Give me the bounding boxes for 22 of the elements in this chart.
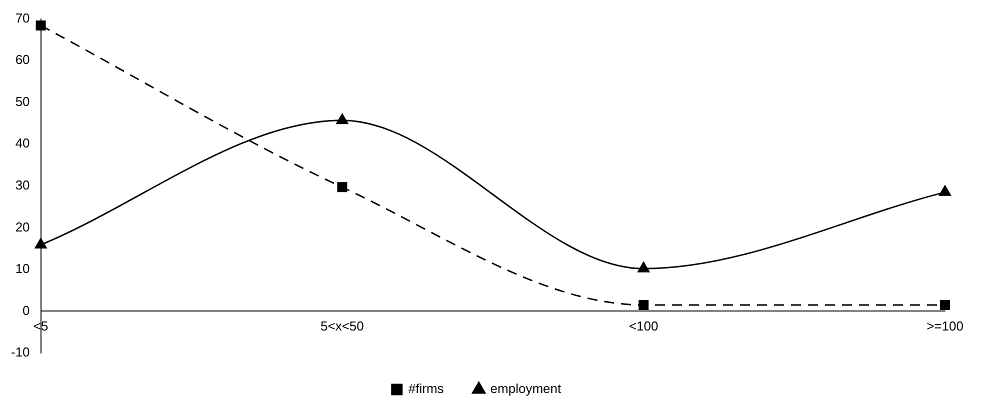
y-tick-label: 70 <box>15 10 30 26</box>
y-tick-label: 30 <box>15 177 30 192</box>
x-tick-label: 5<x<50 <box>320 318 364 334</box>
point <box>638 262 650 272</box>
legend-label: #firms <box>408 381 444 396</box>
x-tick-label: <100 <box>628 318 658 334</box>
point <box>36 20 46 30</box>
point <box>34 238 47 249</box>
x-tick-label: >=100 <box>926 318 964 334</box>
y-tick-label: 60 <box>15 52 30 68</box>
y-tick-label: 50 <box>15 94 30 109</box>
point <box>939 185 951 196</box>
point <box>337 182 348 192</box>
y-tick-label: 20 <box>15 219 30 234</box>
y-tick-label: 0 <box>22 302 30 318</box>
point <box>336 114 348 124</box>
y-tick-label: 10 <box>15 261 30 276</box>
y-tick-label: 40 <box>15 136 30 151</box>
y-tick-label: -10 <box>10 344 30 360</box>
legend-label: employment <box>490 381 562 396</box>
point <box>638 300 649 310</box>
point <box>940 300 950 310</box>
